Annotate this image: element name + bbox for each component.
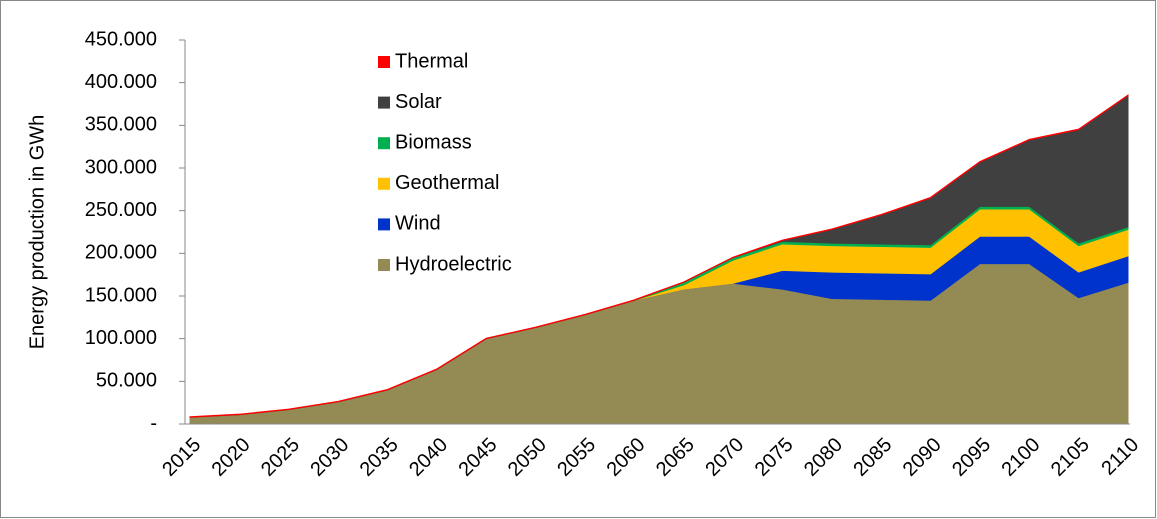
- legend-swatch: [378, 96, 390, 109]
- legend-swatch: [378, 56, 390, 68]
- legend-swatch: [378, 137, 390, 150]
- area: [189, 94, 1129, 418]
- y-tick-label: 450.000: [85, 28, 157, 50]
- legend-label: Geothermal: [395, 172, 500, 194]
- legend-label: Thermal: [395, 50, 468, 72]
- legend-swatch: [378, 177, 390, 190]
- y-tick-label: 50.000: [96, 370, 157, 392]
- y-tick-label: 100.000: [85, 327, 157, 349]
- y-tick-label: 350.000: [85, 114, 157, 136]
- y-axis-title: Energy production in GWh: [26, 115, 48, 350]
- legend-label: Hydroelectric: [395, 253, 512, 275]
- legend-swatch: [378, 259, 390, 271]
- legend-label: Wind: [395, 213, 441, 235]
- y-tick-label: 300.000: [85, 156, 157, 178]
- y-tick-label: 250.000: [85, 199, 157, 221]
- legend-swatch: [378, 218, 390, 231]
- y-tick-label: 150.000: [85, 284, 157, 306]
- legend-label: Solar: [395, 91, 442, 113]
- y-tick-label: -: [150, 412, 157, 434]
- y-tick-label: 400.000: [85, 71, 157, 93]
- legend-label: Biomass: [395, 131, 472, 153]
- y-tick-label: 200.000: [85, 242, 157, 264]
